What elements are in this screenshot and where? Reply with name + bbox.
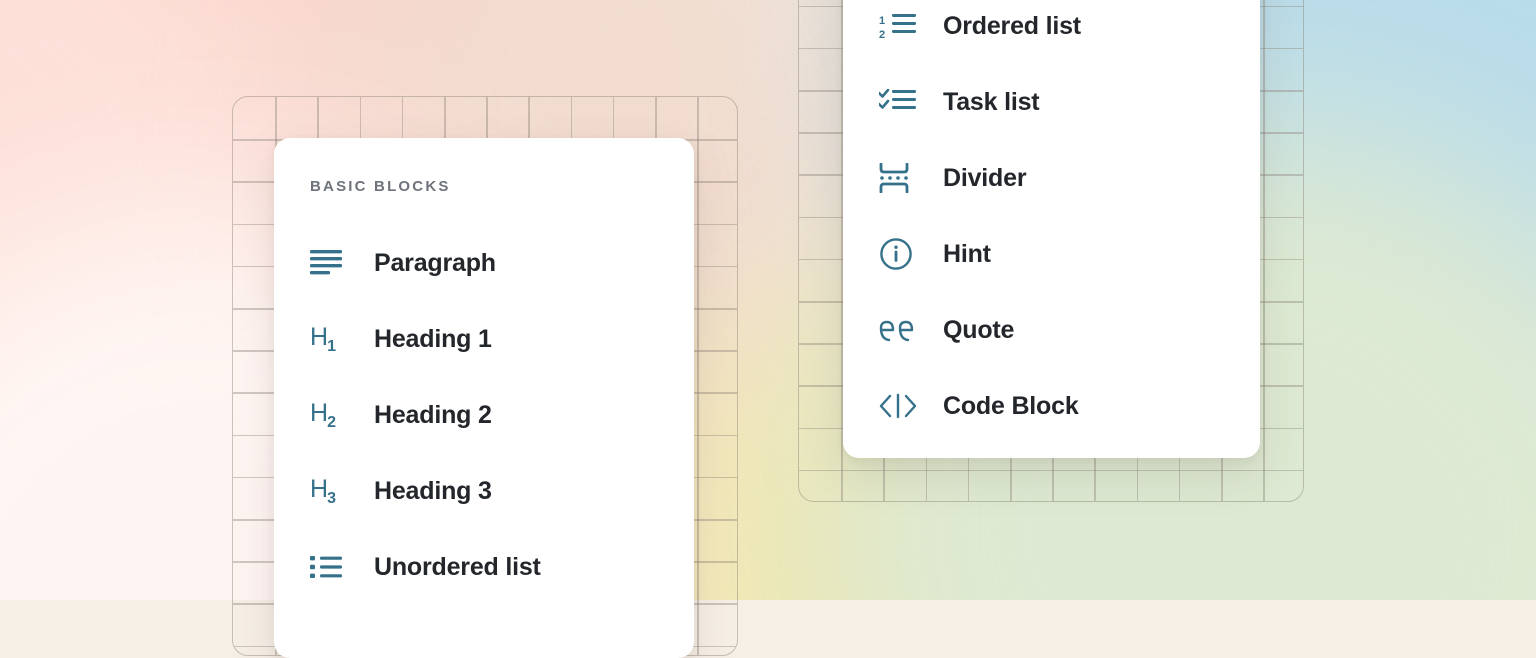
menu-item-label: Quote bbox=[943, 315, 1015, 344]
ordered-list-icon: 1 2 bbox=[879, 13, 919, 39]
menu-item-label: Unordered list bbox=[374, 552, 541, 581]
menu-item-heading-2[interactable]: H2 Heading 2 bbox=[274, 377, 694, 453]
grid-line-vertical bbox=[1263, 0, 1265, 501]
heading-2-icon: H2 bbox=[310, 399, 350, 432]
menu-item-label: Ordered list bbox=[943, 11, 1081, 40]
menu-item-unordered-list[interactable]: Unordered list bbox=[274, 529, 694, 605]
heading-1-icon: H1 bbox=[310, 323, 350, 356]
grid-line-vertical bbox=[841, 0, 843, 501]
quote-icon bbox=[879, 317, 919, 343]
svg-text:1: 1 bbox=[879, 15, 885, 27]
blocks-menu-list-secondary: 1 2 Ordered list bbox=[843, 0, 1260, 444]
menu-item-hint[interactable]: Hint bbox=[843, 216, 1260, 292]
menu-item-label: Heading 2 bbox=[374, 400, 492, 429]
menu-item-code-block[interactable]: Code Block bbox=[843, 368, 1260, 444]
menu-item-heading-3[interactable]: H3 Heading 3 bbox=[274, 453, 694, 529]
unordered-list-icon bbox=[310, 555, 350, 579]
basic-blocks-menu-list: Paragraph H1 Heading 1 H2 Heading 2 H3 H… bbox=[274, 225, 694, 605]
grid-line-vertical bbox=[697, 97, 699, 655]
menu-item-label: Code Block bbox=[943, 391, 1079, 420]
menu-item-quote[interactable]: Quote bbox=[843, 292, 1260, 368]
menu-item-heading-1[interactable]: H1 Heading 1 bbox=[274, 301, 694, 377]
grid-line-horizontal bbox=[799, 469, 1303, 472]
menu-item-label: Task list bbox=[943, 87, 1040, 116]
background-gradient bbox=[0, 0, 1536, 600]
h-level: 1 bbox=[327, 337, 336, 355]
basic-blocks-menu-panel: BASIC BLOCKS Paragraph H1 Heading 1 bbox=[274, 138, 694, 658]
h-glyph: H bbox=[310, 398, 328, 427]
hint-icon bbox=[879, 237, 919, 271]
section-label-basic-blocks: BASIC BLOCKS bbox=[310, 178, 451, 195]
task-list-icon bbox=[879, 89, 919, 115]
heading-3-icon: H3 bbox=[310, 475, 350, 508]
menu-item-label: Paragraph bbox=[374, 248, 496, 277]
blocks-menu-panel-secondary: 1 2 Ordered list bbox=[843, 0, 1260, 458]
menu-item-label: Heading 1 bbox=[374, 324, 492, 353]
menu-item-ordered-list[interactable]: 1 2 Ordered list bbox=[843, 0, 1260, 64]
h-level: 3 bbox=[327, 489, 336, 507]
menu-item-task-list[interactable]: Task list bbox=[843, 64, 1260, 140]
h-glyph: H bbox=[310, 474, 328, 503]
menu-item-label: Heading 3 bbox=[374, 476, 492, 505]
code-block-icon bbox=[879, 393, 919, 419]
menu-item-label: Divider bbox=[943, 163, 1027, 192]
menu-item-paragraph[interactable]: Paragraph bbox=[274, 225, 694, 301]
menu-item-divider[interactable]: Divider bbox=[843, 140, 1260, 216]
h-glyph: H bbox=[310, 322, 328, 351]
svg-text:2: 2 bbox=[879, 29, 885, 39]
divider-icon bbox=[879, 163, 919, 193]
h-level: 2 bbox=[327, 413, 336, 431]
paragraph-icon bbox=[310, 250, 350, 276]
menu-item-label: Hint bbox=[943, 239, 991, 268]
